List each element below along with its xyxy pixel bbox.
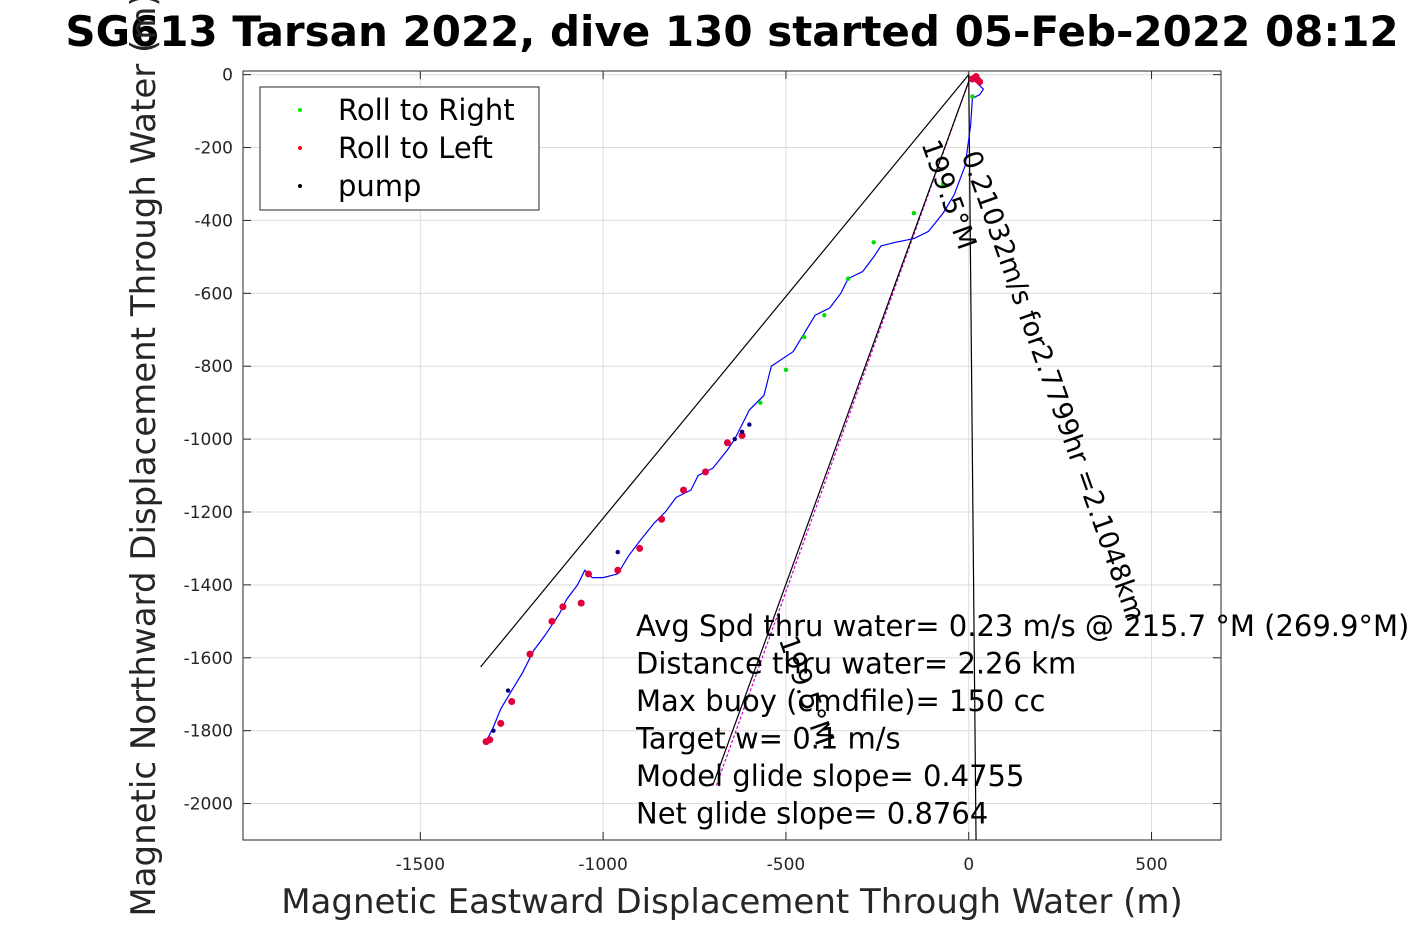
- roll-left-point: [526, 650, 534, 658]
- legend-label: Roll to Left: [338, 131, 493, 165]
- annotation-line: Target w= 0.1 m/s: [635, 721, 901, 755]
- annotation-line: Distance thru water= 2.26 km: [636, 646, 1076, 680]
- roll-right-point: [871, 240, 876, 245]
- roll-left-point: [559, 603, 567, 611]
- roll-left-point: [577, 599, 585, 607]
- summary-annotations: Avg Spd thru water= 0.23 m/s @ 215.7 °M …: [635, 609, 1409, 831]
- x-axis-label: Magnetic Eastward Displacement Through W…: [281, 882, 1183, 922]
- y-tick-label: -1000: [184, 430, 233, 450]
- y-axis-label: Magnetic Northward Displacement Through …: [124, 0, 164, 917]
- roll-left-point: [584, 570, 592, 578]
- roll-right-point: [783, 367, 789, 373]
- roll-right-point: [802, 334, 807, 340]
- legend-label: pump: [338, 169, 421, 203]
- annotation-line: Avg Spd thru water= 0.23 m/s @ 215.7 °M …: [636, 609, 1409, 643]
- x-tick-label: 0: [963, 855, 974, 875]
- y-tick-label: 0: [222, 66, 233, 86]
- x-tick-label: -1500: [396, 855, 445, 875]
- pump-point: [505, 688, 511, 693]
- reference-lines: [480, 74, 977, 841]
- roll-left-point: [680, 486, 688, 494]
- roll-left-point: [497, 719, 505, 727]
- axis-ticks: -1500 -1000 -500 0 500 0 -200 -400 -600 -800 -1000…: [184, 66, 1221, 875]
- legend-box: [259, 86, 540, 211]
- chart-title: SG613 Tarsan 2022, dive 130 started 05-F…: [65, 7, 1398, 56]
- y-tick-label: -1200: [184, 503, 233, 523]
- pump-point: [732, 436, 737, 442]
- point-markers: [482, 72, 984, 746]
- roll-left-point: [976, 78, 984, 86]
- pump-point: [747, 422, 752, 427]
- y-tick-label: -1600: [184, 649, 233, 669]
- roll-left-point: [658, 515, 666, 523]
- y-tick-label: -200: [194, 139, 233, 159]
- roll-left-point: [508, 698, 516, 706]
- y-tick-label: -1800: [184, 722, 233, 742]
- roll-right-point: [970, 94, 975, 99]
- grid-lines: [243, 71, 1221, 840]
- roll-left-point: [614, 566, 622, 574]
- x-tick-label: -500: [767, 855, 806, 875]
- legend-label: Roll to Right: [338, 93, 515, 127]
- roll-right-point: [822, 312, 827, 318]
- y-tick-label: -800: [194, 357, 233, 377]
- x-tick-label: 500: [1135, 855, 1167, 875]
- roll-left-point: [636, 544, 644, 552]
- y-tick-label: -400: [194, 211, 233, 231]
- roll-left-point: [548, 617, 556, 625]
- roll-right-point: [940, 181, 946, 187]
- annotation-line: Model glide slope= 0.4755: [636, 759, 1024, 793]
- roll-right-point: [911, 210, 917, 216]
- legend-marker: [298, 146, 302, 150]
- roll-left-point: [482, 738, 490, 746]
- reference-line: [968, 74, 977, 841]
- y-tick-label: -2000: [184, 795, 233, 815]
- y-tick-label: -1400: [184, 576, 233, 596]
- roll-left-point: [723, 439, 731, 447]
- annotation-line: Max buoy (cmdfile)= 150 cc: [636, 684, 1045, 718]
- roll-left-point: [701, 468, 709, 476]
- legend: Roll to Right Roll to Left pump: [259, 86, 540, 211]
- reference-line: [480, 74, 970, 668]
- annotation-line: Net glide slope= 0.8764: [636, 796, 988, 830]
- reference-line: [712, 76, 972, 786]
- roll-right-point: [845, 276, 851, 281]
- pump-point: [491, 728, 496, 733]
- pump-point: [615, 549, 620, 555]
- x-tick-label: -1000: [578, 855, 627, 875]
- roll-left-point: [738, 431, 746, 439]
- y-tick-label: -600: [194, 284, 233, 304]
- legend-marker: [298, 184, 302, 188]
- roll-right-point: [758, 400, 763, 405]
- roll-left-point: [968, 75, 976, 83]
- legend-marker: [298, 108, 302, 112]
- pump-point: [739, 429, 745, 435]
